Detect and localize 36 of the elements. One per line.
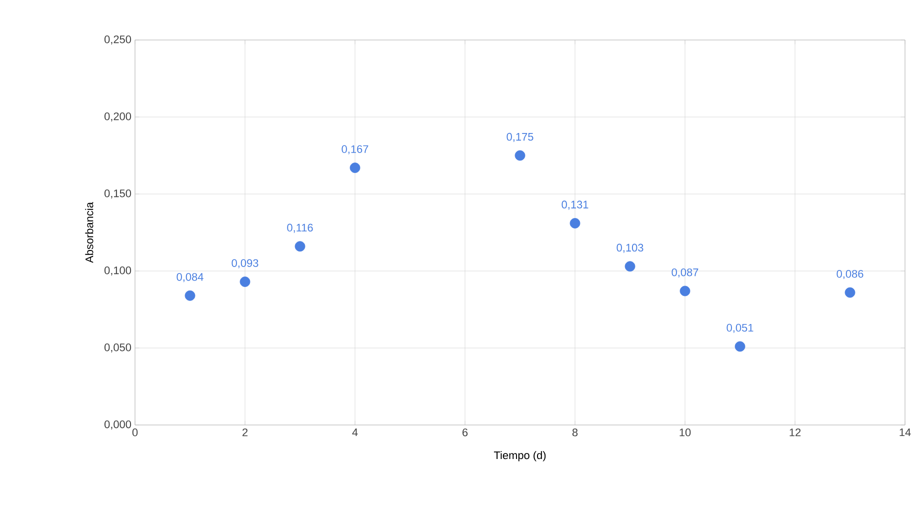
- data-label: 0,131: [562, 200, 588, 210]
- point: [734, 341, 746, 352]
- data-label: 0,093: [232, 259, 258, 268]
- x-tick-label: 14: [900, 428, 911, 436]
- point: [570, 218, 580, 228]
- point: [680, 286, 690, 296]
- data-label: 0,084: [176, 273, 204, 282]
- y-axis-title: Absorbancia: [85, 202, 94, 263]
- data-label: 0,103: [616, 244, 644, 253]
- x-tick-label: 8: [572, 428, 578, 436]
- point: [184, 290, 196, 301]
- y-tick-label: 0,100: [104, 266, 132, 276]
- y-tick-label: 0,200: [104, 112, 132, 122]
- x-tick-label: 12: [790, 428, 801, 436]
- point: [294, 241, 306, 252]
- y-tick-label: 0,150: [104, 189, 132, 199]
- data-label: 0,116: [287, 224, 313, 233]
- point: [624, 261, 636, 272]
- x-tick-label: 6: [462, 428, 468, 436]
- y-tick-label: 0,050: [104, 343, 132, 353]
- data-label: 0,087: [672, 268, 698, 278]
- point: [350, 162, 360, 174]
- data-label: 0,086: [836, 270, 864, 280]
- x-tick-label: 0: [132, 428, 138, 436]
- x-tick-label: 2: [242, 428, 248, 436]
- x-tick-label: 4: [352, 428, 358, 436]
- point: [844, 287, 856, 298]
- y-tick-label: 0,000: [104, 420, 132, 430]
- point: [240, 276, 250, 287]
- x-axis-title: Tiempo (d): [494, 451, 546, 462]
- data-label: 0,175: [506, 132, 534, 142]
- x-tick-label: 10: [680, 428, 691, 436]
- y-tick-label: 0,250: [104, 35, 132, 45]
- data-label: 0,167: [342, 145, 368, 154]
- point: [514, 150, 526, 161]
- data-label: 0,051: [726, 324, 754, 333]
